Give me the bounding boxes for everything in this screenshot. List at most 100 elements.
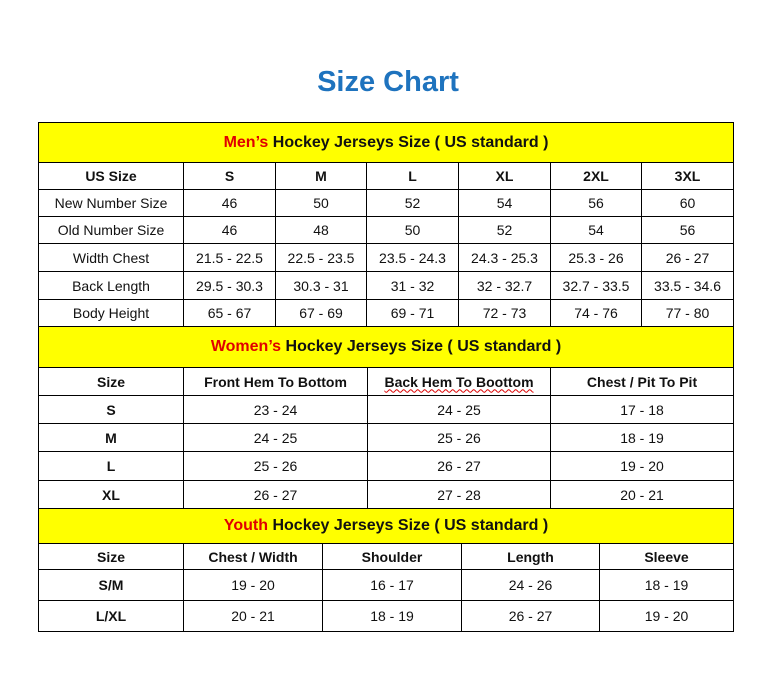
table-cell: 32 - 32.7 [458,271,551,300]
column-header: Shoulder [322,543,462,570]
table-cell: 29.5 - 30.3 [183,271,276,300]
table-cell: 19 - 20 [183,569,323,601]
table-row: S 23 - 24 24 - 25 17 - 18 [38,395,735,424]
youth-label: Youth [223,517,269,534]
row-label: S [38,395,184,424]
row-label: Old Number Size [38,216,184,244]
table-row: L 25 - 26 26 - 27 19 - 20 [38,451,735,481]
table-cell: 56 [550,189,642,217]
table-cell: 32.7 - 33.5 [550,271,642,300]
table-cell: 18 - 19 [322,600,462,632]
column-header: Size [38,543,184,570]
table-cell: 31 - 32 [366,271,459,300]
table-cell: 56 [640,216,735,244]
womens-section-title: Women’s Hockey Jerseys Size ( US standar… [37,326,735,368]
column-header-label: 3XL [674,168,701,184]
column-header: Length [461,543,600,570]
column-header-label: Chest / Width [208,548,298,565]
column-header: S [183,162,276,190]
table-cell: 48 [275,216,367,244]
womens-title-rest: Hockey Jerseys Size ( US standard ) [281,338,562,355]
row-label: L [38,451,184,481]
header-row: US Size S M L XL 2XL 3XL [38,162,735,190]
table-cell: 67 - 69 [275,299,367,327]
row-label: XL [38,480,184,509]
table-cell: 21.5 - 22.5 [183,243,276,272]
table-cell: 74 - 76 [550,299,642,327]
table-cell: 65 - 67 [183,299,276,327]
mens-title-rest: Hockey Jerseys Size ( US standard ) [268,133,549,151]
mens-section-title: Men’s Hockey Jerseys Size ( US standard … [37,122,735,163]
table-cell: 18 - 19 [549,423,735,452]
column-header-label: L [408,168,417,184]
table-cell: 20 - 21 [549,480,735,509]
row-label: Width Chest [38,243,184,272]
page-title: Size Chart [317,66,459,98]
table-cell: 26 - 27 [367,451,551,481]
row-label: Body Height [38,299,184,327]
table-cell: 27 - 28 [367,480,551,509]
row-label: Back Length [38,271,184,300]
table-cell: 22.5 - 23.5 [275,243,367,272]
column-header-label: Sleeve [644,548,689,565]
column-header-label: Size [96,548,125,565]
table-cell: 23.5 - 24.3 [366,243,459,272]
mens-label: Men’s [223,133,269,151]
column-header: XL [458,162,551,190]
table-cell: 25.3 - 26 [550,243,642,272]
table-row: M 24 - 25 25 - 26 18 - 19 [38,423,735,452]
row-label: New Number Size [38,189,184,217]
table-row: New Number Size 46 50 52 54 56 60 [38,189,735,217]
table-cell: 19 - 20 [598,600,735,632]
table-cell: 18 - 19 [598,569,735,601]
column-header: Back Hem To Boottom [367,367,551,396]
table-cell: 25 - 26 [367,423,551,452]
table-cell: 50 [275,189,367,217]
column-header-label: Shoulder [361,548,423,565]
column-header: Chest / Width [183,543,323,570]
womens-label: Women’s [210,338,282,355]
row-label: L/XL [38,600,184,632]
column-header-label: Front Hem To Bottom [204,373,347,390]
table-cell: 46 [183,189,276,217]
mens-size-table: Men’s Hockey Jerseys Size ( US standard … [37,122,735,327]
table-row: XL 26 - 27 27 - 28 20 - 21 [38,480,735,509]
table-row: S/M 19 - 20 16 - 17 24 - 26 18 - 19 [38,569,735,601]
table-row: L/XL 20 - 21 18 - 19 26 - 27 19 - 20 [38,600,735,632]
table-cell: 30.3 - 31 [275,271,367,300]
table-cell: 25 - 26 [183,451,368,481]
column-header-label: US Size [85,168,137,184]
column-header: 2XL [550,162,642,190]
column-header-label: XL [495,168,514,184]
table-cell: 16 - 17 [322,569,462,601]
table-cell: 26 - 27 [640,243,735,272]
table-cell: 17 - 18 [549,395,735,424]
row-label: M [38,423,184,452]
table-cell: 24 - 25 [367,395,551,424]
table-row: Body Height 65 - 67 67 - 69 69 - 71 72 - 73 7… [38,299,735,327]
column-header-label: S [224,168,235,184]
table-cell: 46 [183,216,276,244]
table-cell: 33.5 - 34.6 [640,271,735,300]
column-header: M [275,162,367,190]
table-cell: 72 - 73 [458,299,551,327]
table-cell: 52 [366,189,459,217]
row-label: S/M [38,569,184,601]
youth-section-title: Youth Hockey Jerseys Size ( US standard … [37,508,735,544]
header-row: Size Front Hem To Bottom Back Hem To Boott… [38,367,735,396]
table-cell: 24.3 - 25.3 [458,243,551,272]
table-cell: 19 - 20 [549,451,735,481]
table-cell: 24 - 26 [461,569,600,601]
table-cell: 20 - 21 [183,600,323,632]
youth-size-table: Youth Hockey Jerseys Size ( US standard … [37,508,735,632]
womens-size-table: Women’s Hockey Jerseys Size ( US standar… [37,326,735,509]
column-header: Sleeve [598,543,735,570]
column-header-label: Size [96,373,125,390]
table-cell: 54 [458,189,551,217]
table-cell: 24 - 25 [183,423,368,452]
table-cell: 50 [366,216,459,244]
column-header: 3XL [640,162,735,190]
table-cell: 69 - 71 [366,299,459,327]
column-header-label: M [315,168,327,184]
table-row: Old Number Size 46 48 50 52 54 56 [38,216,735,244]
